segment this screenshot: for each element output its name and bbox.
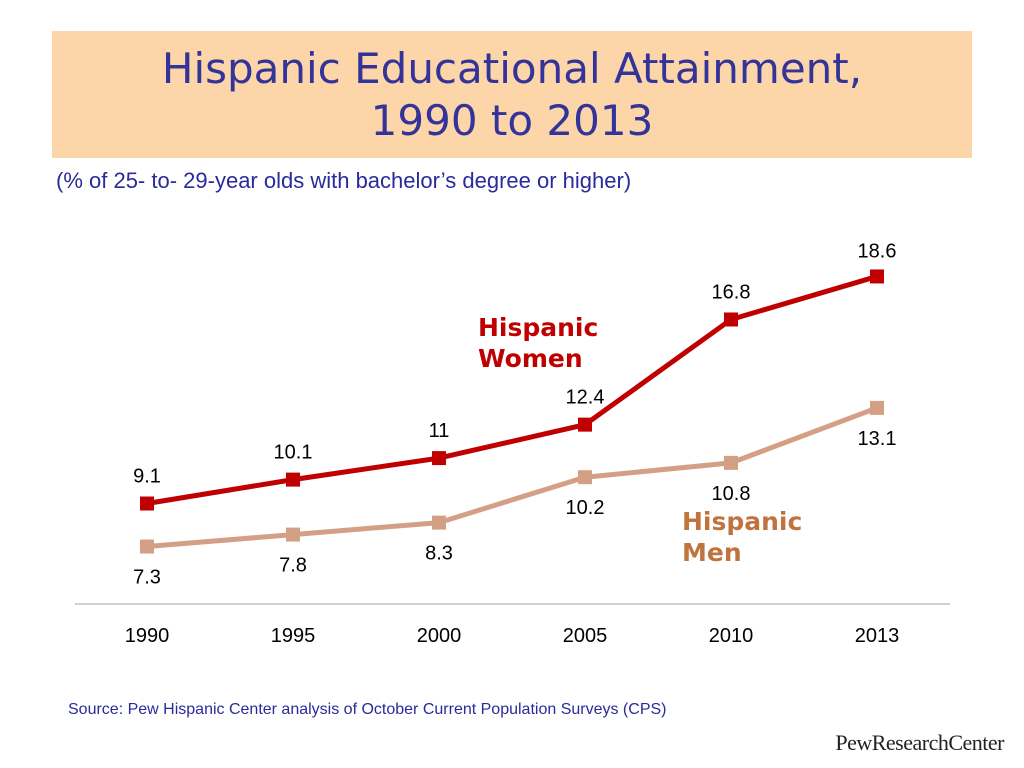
logo-center: Center <box>948 730 1004 755</box>
data-label: 9.1 <box>133 466 161 488</box>
x-tick-label: 2005 <box>563 625 608 647</box>
logo-pew: Pew <box>835 730 872 755</box>
series-name-label: Hispanic Women <box>478 313 598 373</box>
data-point-marker <box>286 472 300 487</box>
series-name-line: Hispanic <box>478 313 598 342</box>
data-label: 11 <box>429 420 450 442</box>
title-banner: Hispanic Educational Attainment, 1990 to… <box>52 31 972 158</box>
chart-subtitle: (% of 25- to- 29-year olds with bachelor… <box>56 168 632 193</box>
series-line <box>146 274 878 506</box>
logo-research: Research <box>871 730 949 755</box>
data-point-marker <box>286 527 300 542</box>
data-point-marker <box>870 400 884 415</box>
pew-research-center-logo: PewResearchCenter <box>835 730 1004 756</box>
x-tick-label: 1990 <box>125 625 170 647</box>
data-label: 13.1 <box>858 428 897 450</box>
data-point-marker <box>724 312 738 327</box>
series-name-label: Hispanic Men <box>682 507 802 567</box>
data-point-marker <box>870 269 884 284</box>
data-point-marker <box>578 417 592 432</box>
line-chart: 1990 1995 2000 2005 2010 2013 9.1 10.1 11 12.4 16.… <box>75 240 950 647</box>
data-point-marker <box>724 455 738 470</box>
x-tick-label: 2000 <box>417 625 462 647</box>
series-name-line: Men <box>682 538 742 567</box>
x-tick-label: 2013 <box>855 625 900 647</box>
series-name-line: Hispanic <box>682 507 802 536</box>
data-point-marker <box>432 451 446 466</box>
data-label: 10.8 <box>712 483 751 505</box>
data-label: 12.4 <box>566 387 605 409</box>
series-hispanic-men: 7.3 7.8 8.3 10.2 10.8 13.1 <box>133 400 897 589</box>
data-point-marker <box>432 515 446 530</box>
series-hispanic-women: 9.1 10.1 11 12.4 16.8 18.6 <box>133 240 897 511</box>
data-label: 18.6 <box>858 240 897 262</box>
series-name-line: Women <box>478 344 583 373</box>
series-line <box>146 405 878 550</box>
data-point-marker <box>140 496 154 511</box>
chart-title-line2: 1990 to 2013 <box>370 95 654 145</box>
data-point-marker <box>578 470 592 485</box>
data-label: 8.3 <box>425 543 453 565</box>
data-label: 10.1 <box>274 442 313 464</box>
data-label: 16.8 <box>712 281 751 303</box>
data-label: 10.2 <box>566 497 605 519</box>
chart-title-line1: Hispanic Educational Attainment, <box>161 43 863 93</box>
data-point-marker <box>140 539 154 554</box>
source-note: Source: Pew Hispanic Center analysis of … <box>68 701 667 718</box>
x-tick-label: 1995 <box>271 625 316 647</box>
data-label: 7.8 <box>279 555 307 577</box>
x-tick-label: 2010 <box>709 625 754 647</box>
data-label: 7.3 <box>133 567 161 589</box>
